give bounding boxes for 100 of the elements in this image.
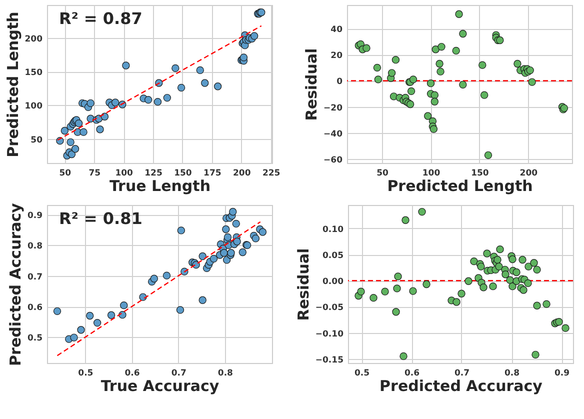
point (528, 78, 536, 86)
point (374, 76, 382, 84)
y-tick-label: 50 (30, 135, 43, 146)
point (478, 61, 486, 69)
point (494, 256, 502, 264)
x-tick-label: 225 (262, 168, 280, 178)
point (400, 352, 408, 360)
y-tick-label: 0.6 (27, 303, 43, 314)
point (392, 308, 400, 316)
annotation: R² = 0.87 (59, 9, 142, 28)
point (70, 334, 78, 342)
point (163, 94, 171, 102)
x-tick-label: 0.5 (354, 368, 370, 378)
point (402, 216, 410, 224)
point (393, 284, 401, 292)
x-tick-label: 200 (232, 168, 251, 178)
x-tick-label: 100 (115, 168, 134, 178)
x-tick-label: 150 (174, 168, 192, 178)
point (222, 225, 230, 234)
y-tick-label: 0.00 (322, 277, 344, 288)
y-axis-title: Residual (302, 48, 321, 121)
point (562, 324, 570, 332)
point (111, 98, 120, 106)
point (533, 302, 541, 310)
y-tick-label: −0.10 (315, 329, 344, 340)
x-tick-label: 0.8 (504, 368, 520, 378)
point (508, 255, 516, 264)
x-tick-label: 100 (422, 168, 440, 178)
point (483, 250, 491, 258)
point (357, 288, 365, 296)
point (80, 128, 88, 136)
y-tick-label: −40 (324, 129, 343, 140)
y-tick-label: 0.9 (27, 211, 43, 222)
y-tick-label: −0.05 (315, 303, 344, 314)
point (252, 234, 260, 242)
x-tick-label: 0.6 (124, 368, 140, 378)
point (480, 91, 488, 99)
point (250, 32, 258, 40)
point (418, 208, 426, 216)
x-tick-label: 0.7 (454, 368, 470, 378)
y-tick-label: 20 (330, 51, 343, 62)
point (224, 233, 232, 242)
annotation: R² = 0.81 (59, 209, 142, 228)
point (542, 300, 550, 308)
point (477, 262, 485, 270)
point (60, 126, 69, 135)
point (71, 145, 80, 153)
x-tick-label: 175 (204, 168, 222, 178)
y-tick-label: 150 (24, 68, 43, 78)
point (198, 252, 206, 260)
x-axis-title: True Accuracy (100, 377, 220, 395)
point (495, 262, 503, 270)
point (426, 80, 435, 88)
x-tick-label: 200 (520, 168, 538, 178)
y-tick-label: −60 (324, 156, 343, 166)
point (524, 262, 532, 270)
point (66, 138, 74, 146)
point (464, 277, 472, 285)
point (373, 64, 382, 72)
y-tick-label: 200 (24, 34, 43, 44)
point (452, 298, 460, 306)
point (162, 272, 171, 280)
point (436, 68, 444, 76)
point (518, 256, 526, 264)
point (459, 30, 467, 38)
point (514, 60, 522, 68)
point (512, 268, 520, 276)
x-tick-label: 150 (471, 168, 489, 178)
point (530, 259, 538, 267)
point (459, 80, 467, 88)
y-tick-label: 0.8 (27, 242, 43, 252)
point (198, 296, 206, 304)
point (430, 125, 438, 133)
y-tick-label: 0.10 (322, 224, 344, 235)
point (370, 294, 378, 302)
point (394, 272, 402, 280)
point (496, 245, 504, 254)
point (74, 120, 83, 128)
point (436, 60, 444, 68)
x-axis-title: Predicted Accuracy (380, 377, 543, 395)
point (177, 226, 185, 234)
y-tick-label: 0.7 (27, 272, 43, 282)
point (150, 274, 158, 282)
point (222, 256, 231, 264)
y-axis-title: Predicted Length (4, 12, 22, 158)
point (258, 228, 267, 236)
point (489, 282, 497, 290)
y-axis-title: Predicted Accuracy (6, 202, 24, 366)
y-tick-label: 0 (336, 77, 343, 88)
y-tick-label: 40 (330, 25, 343, 36)
point (424, 112, 432, 120)
y-tick-label: 100 (24, 102, 43, 112)
point (480, 284, 488, 292)
point (86, 312, 94, 320)
point (508, 282, 516, 290)
point (392, 56, 400, 64)
point (144, 96, 152, 104)
x-tick-label: 0.7 (171, 368, 186, 378)
point (484, 151, 492, 159)
x-tick-label: 75 (88, 168, 101, 178)
